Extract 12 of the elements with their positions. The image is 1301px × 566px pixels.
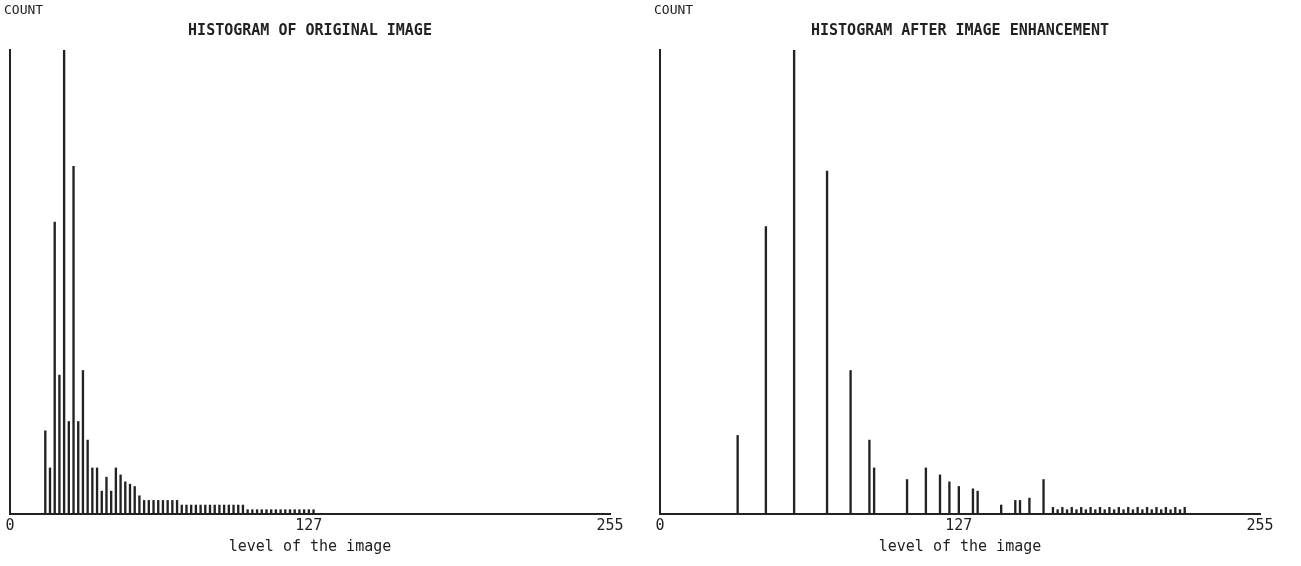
x-axis-title: level of the image: [228, 536, 392, 555]
x-tick-label: 127: [295, 515, 323, 534]
x-axis-title: level of the image: [878, 536, 1042, 555]
x-tick-label: 0: [5, 515, 15, 534]
chart-title: HISTOGRAM AFTER IMAGE ENHANCEMENT: [810, 20, 1110, 39]
x-tick-label: 127: [945, 515, 973, 534]
y-axis-title: COUNT: [654, 1, 694, 17]
x-tick-label: 255: [596, 515, 624, 534]
y-axis-title: COUNT: [4, 1, 44, 17]
x-tick-label: 255: [1246, 515, 1274, 534]
x-tick-label: 0: [655, 515, 665, 534]
chart-title: HISTOGRAM OF ORIGINAL IMAGE: [188, 20, 432, 39]
